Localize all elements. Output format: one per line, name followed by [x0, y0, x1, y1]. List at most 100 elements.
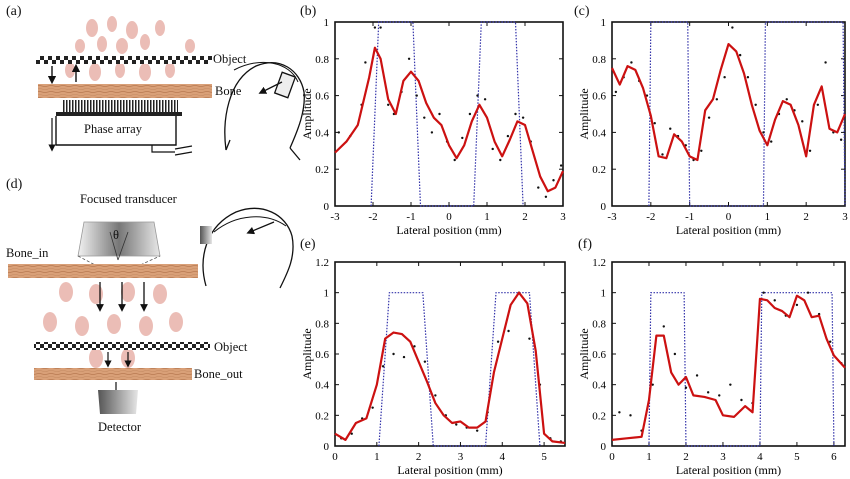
x-tick-label: 2: [803, 211, 809, 223]
object-label-a: Object: [213, 52, 247, 66]
data-point: [423, 116, 426, 119]
x-tick-label: 1: [765, 211, 771, 223]
x-tick-label: 3: [842, 211, 848, 223]
x-tick-label: 0: [446, 211, 452, 223]
y-tick-label: 0.6: [315, 91, 329, 103]
x-tick-label: 0: [332, 451, 338, 463]
data-point: [402, 355, 406, 359]
y-axis-label: Amplitude: [300, 328, 314, 379]
x-tick-label: -2: [646, 211, 655, 223]
data-point: [430, 131, 434, 134]
reconstruction-series: [334, 46, 564, 193]
head-sketch-a: [224, 61, 305, 161]
plot-frame: [611, 21, 846, 207]
chart-f: 0 1 2 3 4 5 6 0 0.2 0.4 0.6 0.8 1 1.2 Lateral position…: [577, 257, 846, 477]
data-point: [514, 112, 517, 116]
data-point: [415, 94, 418, 97]
data-point: [762, 291, 765, 294]
bone-label-a: Bone: [215, 84, 242, 98]
data-point: [552, 179, 555, 182]
data-point: [707, 116, 711, 119]
reconstruction-series: [334, 291, 566, 445]
panel-label-e: (e): [300, 237, 316, 252]
data-point: [381, 365, 385, 368]
y-tick-label: 0.2: [592, 410, 606, 422]
data-point: [350, 432, 353, 435]
data-point: [461, 136, 464, 140]
data-point: [407, 57, 411, 60]
data-point: [537, 186, 540, 189]
data-point: [483, 98, 487, 101]
data-point: [729, 383, 732, 386]
panel-label-a: (a): [6, 4, 22, 19]
x-tick-label: -1: [685, 211, 694, 223]
y-tick-label: 0.2: [315, 410, 329, 422]
data-point: [373, 26, 377, 29]
target-profile-series: [648, 21, 846, 207]
data-point: [506, 134, 510, 138]
y-tick-label: 0.2: [315, 164, 329, 176]
data-point: [839, 138, 843, 141]
detector-block: [98, 390, 138, 414]
x-tick-label: 2: [416, 451, 422, 463]
target-profile-series: [370, 21, 524, 207]
data-point: [387, 103, 390, 107]
x-tick-label: -3: [607, 211, 617, 223]
target-profile-series: [378, 292, 541, 447]
bone-layer-a: [38, 84, 212, 98]
x-tick-label: 2: [683, 451, 689, 463]
bone-in-layer: [8, 264, 198, 278]
y-tick-label: 0: [324, 201, 330, 213]
x-tick-label: 1: [484, 211, 490, 223]
x-tick-label: 1: [374, 451, 380, 463]
data-point: [723, 76, 726, 79]
speckle-cloud-a: [65, 16, 195, 81]
data-point: [740, 398, 743, 402]
data-point: [499, 158, 502, 162]
y-axis-label: Amplitude: [300, 88, 314, 139]
y-tick-label: 1: [324, 288, 330, 300]
y-axis-label: Amplitude: [577, 328, 591, 379]
data-point: [337, 131, 340, 134]
x-tick-label: 0: [609, 451, 615, 463]
y-tick-label: 0.8: [592, 318, 606, 330]
data-point: [496, 340, 500, 343]
x-tick-label: 3: [458, 451, 464, 463]
data-point: [455, 423, 458, 426]
data-point: [731, 26, 734, 29]
x-tick-label: 4: [500, 451, 506, 463]
panel-label-f: (f): [578, 237, 592, 252]
phase-array-label: Phase array: [84, 122, 142, 136]
y-tick-label: 0.4: [315, 380, 329, 392]
data-point: [475, 429, 479, 432]
panel-label-b: (b): [300, 4, 317, 19]
chart-e: 0 1 2 3 4 5 0 0.2 0.4 0.6 0.8 1 1.2 Lateral position …: [300, 257, 566, 477]
target-profile-series: [648, 292, 835, 447]
x-tick-label: 3: [720, 451, 726, 463]
y-tick-label: 0.8: [592, 54, 606, 66]
bone-out-layer: [34, 368, 192, 380]
data-point: [673, 352, 677, 356]
data-point: [491, 147, 494, 151]
data-point: [468, 112, 472, 116]
y-tick-label: 1: [601, 17, 607, 29]
object-layer-a: [36, 56, 212, 64]
focused-transducer-label: Focused transducer: [80, 192, 177, 206]
x-tick-label: 1: [646, 451, 652, 463]
data-point: [379, 26, 382, 29]
data-point: [413, 345, 416, 348]
data-point: [738, 53, 742, 57]
x-tick-label: 5: [541, 451, 547, 463]
data-point: [434, 394, 437, 397]
data-point: [544, 195, 548, 198]
data-point: [630, 61, 633, 64]
panel-label-c: (c): [574, 4, 590, 19]
data-point: [629, 414, 632, 417]
y-tick-label: 1: [324, 17, 330, 29]
data-point: [423, 360, 427, 363]
speckle-cloud-d: [43, 282, 183, 368]
data-point: [651, 383, 654, 386]
x-tick-label: 4: [757, 451, 763, 463]
data-point: [528, 337, 531, 340]
